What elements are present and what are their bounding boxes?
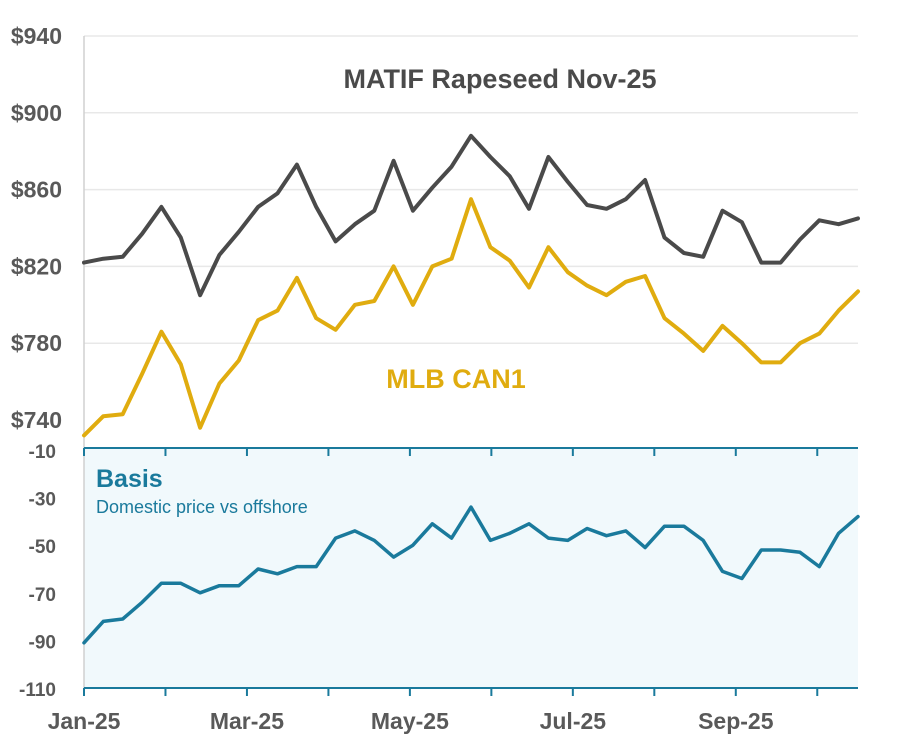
axes	[83, 36, 858, 696]
mlb-series-label: MLB CAN1	[386, 364, 526, 394]
basis-title: Basis	[96, 465, 163, 493]
y-tick-top: $900	[11, 100, 62, 126]
x-tick-label: Mar-25	[210, 708, 284, 734]
mlb-series-line	[82, 197, 860, 438]
basis-panel-background	[84, 448, 858, 688]
x-tick-label: Sep-25	[698, 708, 774, 734]
y-tick-basis: -110	[19, 680, 56, 701]
y-tick-top: $940	[11, 23, 62, 49]
y-tick-basis: -90	[29, 632, 56, 653]
y-tick-basis: -30	[29, 490, 56, 511]
y-tick-top: $860	[11, 177, 62, 203]
basis-subtitle: Domestic price vs offshore	[96, 497, 308, 517]
y-tick-basis: -50	[29, 537, 56, 558]
x-tick-label: Jul-25	[540, 708, 607, 734]
matif-series-line	[82, 133, 860, 298]
tick-labels: $940 $900 $860 $820 $780 $740 -10 -30 -50 -70 -90 -…	[11, 23, 774, 734]
y-tick-top: $820	[11, 253, 62, 279]
basis-series-line	[82, 505, 860, 645]
series-lines	[82, 133, 860, 645]
y-tick-top: $780	[11, 330, 62, 356]
y-tick-top: $740	[11, 407, 62, 433]
x-tick-label: May-25	[371, 708, 449, 734]
x-tick-label: Jan-25	[48, 708, 121, 734]
matif-series-label: MATIF Rapeseed Nov-25	[343, 64, 656, 94]
y-tick-basis: -70	[29, 585, 56, 606]
chart-labels: MATIF Rapeseed Nov-25 MLB CAN1 Basis Dom…	[96, 64, 657, 517]
y-tick-basis: -10	[29, 442, 56, 463]
